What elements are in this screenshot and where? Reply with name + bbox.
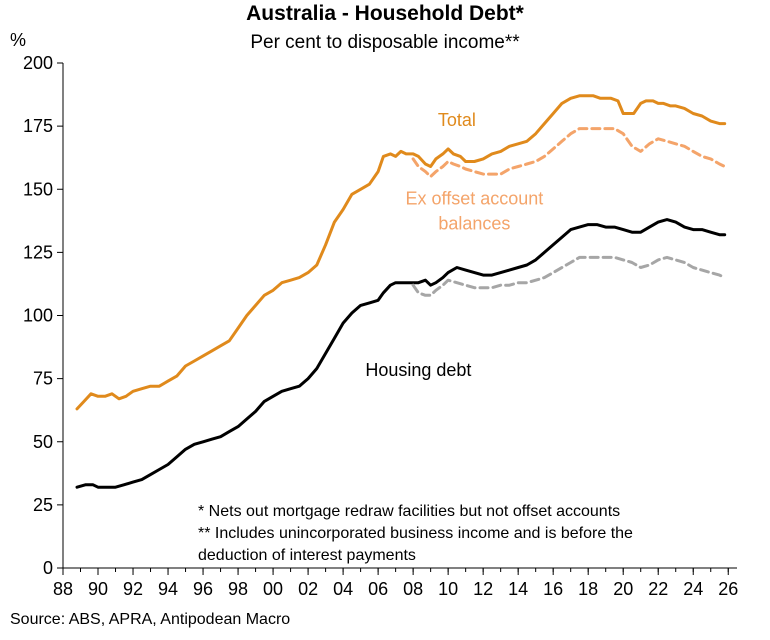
x-tick-label: 08	[403, 579, 423, 599]
x-tick-label: 88	[53, 579, 73, 599]
y-tick-label: 0	[43, 558, 53, 578]
x-tick-label: 04	[333, 579, 353, 599]
x-tick-label: 00	[263, 579, 283, 599]
y-tick-label: 50	[33, 432, 53, 452]
footnote-layer: * Nets out mortgage redraw facilities bu…	[198, 503, 633, 564]
x-tick-label: 14	[508, 579, 528, 599]
x-tick-label: 26	[718, 579, 738, 599]
x-tick-label: 02	[298, 579, 318, 599]
series-layer	[75, 94, 727, 489]
y-axis-unit: %	[10, 30, 27, 50]
total-line	[75, 94, 727, 411]
footnote: ** Includes unincorporated business inco…	[198, 525, 633, 542]
x-tick-label: 94	[158, 579, 178, 599]
footnote: * Nets out mortgage redraw facilities bu…	[198, 503, 620, 520]
x-tick-label: 98	[228, 579, 248, 599]
housing-debt-line	[75, 218, 727, 489]
x-tick-label: 96	[193, 579, 213, 599]
series-label: Housing debt	[365, 360, 471, 380]
x-tick-label: 10	[438, 579, 458, 599]
series-label: Ex offset account	[406, 188, 544, 208]
ex-offset-account-balances-line	[411, 127, 727, 179]
ex-offset-housing-line	[411, 255, 727, 297]
x-tick-label: 24	[683, 579, 703, 599]
series-label: balances	[438, 214, 510, 234]
source-note: Source: ABS, APRA, Antipodean Macro	[10, 611, 291, 628]
y-tick-label: 175	[23, 116, 53, 136]
y-tick-label: 100	[23, 306, 53, 326]
footnote: deduction of interest payments	[198, 547, 416, 564]
x-tick-label: 12	[473, 579, 493, 599]
x-tick-label: 06	[368, 579, 388, 599]
y-tick-label: 125	[23, 242, 53, 262]
chart-subtitle: Per cent to disposable income**	[250, 32, 520, 53]
y-tick-label: 75	[33, 369, 53, 389]
x-tick-label: 16	[543, 579, 563, 599]
x-tick-label: 22	[648, 579, 668, 599]
y-tick-label: 25	[33, 495, 53, 515]
x-tick-label: 92	[123, 579, 143, 599]
x-tick-label: 20	[613, 579, 633, 599]
x-tick-label: 18	[578, 579, 598, 599]
x-tick-label: 90	[88, 579, 108, 599]
y-tick-label: 200	[23, 53, 53, 73]
y-tick-label: 150	[23, 179, 53, 199]
annotation-layer: Total Ex offset account balances Housing de…	[365, 110, 543, 380]
axes: 0 25 50 75 100 125 150 175 200 88 90 92 94 96 98 00 02 04…	[23, 53, 738, 599]
chart-title: Australia - Household Debt*	[246, 2, 524, 25]
series-label: Total	[438, 110, 476, 130]
